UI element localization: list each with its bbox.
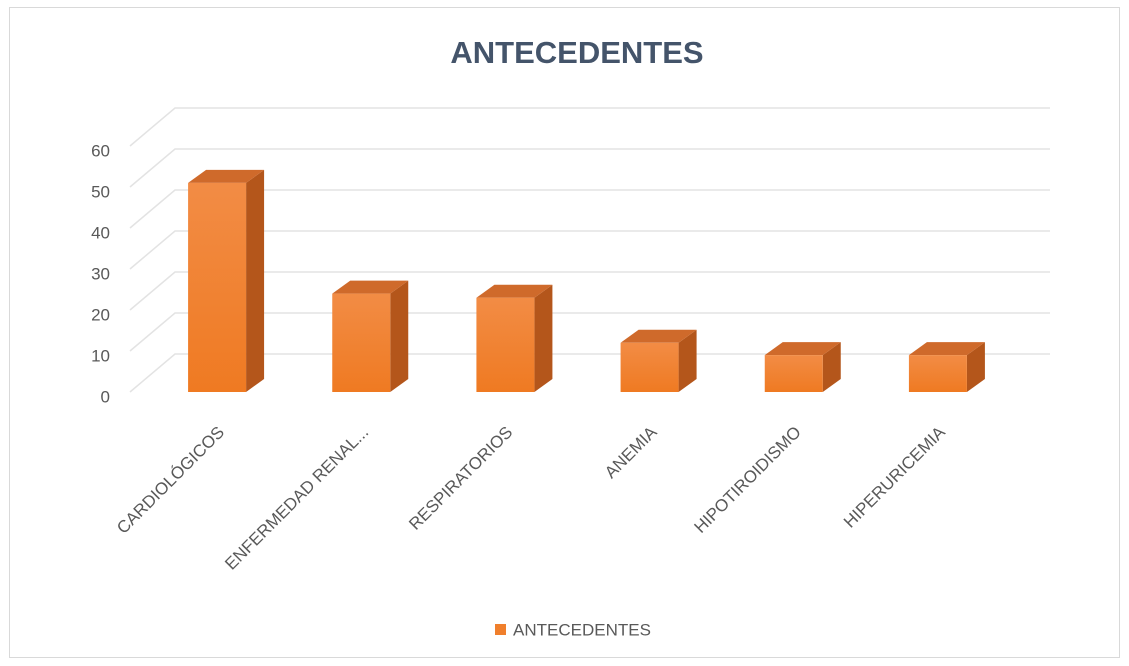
grid-line [129, 312, 1050, 352]
bar-top [908, 342, 985, 356]
bar-top [620, 329, 697, 343]
bar-top [332, 280, 409, 294]
bar [476, 297, 535, 392]
y-tick-label: 30 [91, 264, 110, 283]
bar-side [534, 284, 553, 392]
bar [620, 342, 679, 392]
bar-side [678, 329, 697, 392]
y-tick-label: 60 [91, 141, 110, 160]
bar-top [188, 169, 265, 183]
y-tick-label: 10 [91, 346, 110, 365]
y-tick-label: 20 [91, 305, 110, 324]
bar-side [822, 342, 841, 392]
bar [764, 355, 823, 392]
grid-line [129, 189, 1050, 229]
bar-side [246, 169, 265, 392]
grid-line [129, 271, 1050, 311]
grid-line [129, 230, 1050, 270]
bar-side [390, 280, 409, 392]
legend-swatch [495, 624, 506, 635]
bar-top [476, 284, 553, 298]
grid-line [129, 107, 1050, 147]
grid-line [129, 353, 1050, 393]
chart-title: ANTECEDENTES [450, 35, 703, 70]
bar [908, 355, 967, 392]
y-tick-label: 0 [101, 387, 110, 406]
legend-label: ANTECEDENTES [513, 620, 651, 639]
bar [188, 182, 247, 392]
bar-side [966, 342, 985, 392]
chart-border [9, 7, 1120, 658]
y-tick-label: 40 [91, 223, 110, 242]
bar-top [764, 342, 841, 356]
grid-line [129, 148, 1050, 188]
bar [332, 293, 391, 392]
y-tick-label: 50 [91, 182, 110, 201]
